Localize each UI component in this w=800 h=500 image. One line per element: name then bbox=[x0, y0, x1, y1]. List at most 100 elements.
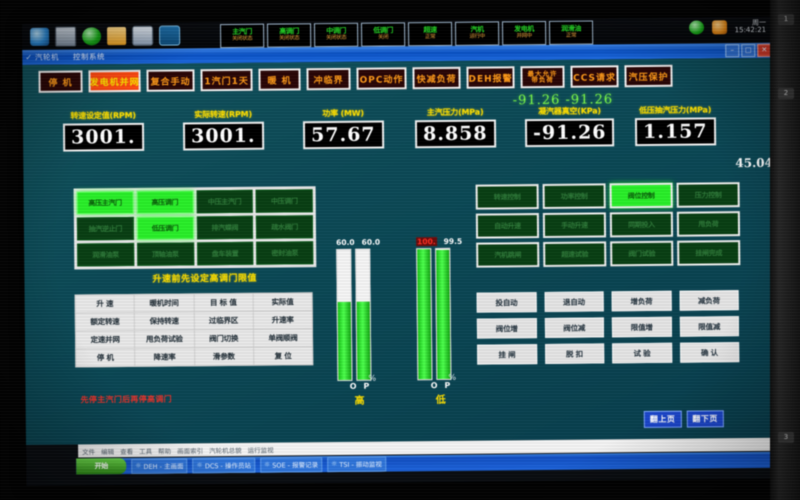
gauge-bar[interactable] bbox=[416, 248, 433, 381]
table-cell[interactable]: 定速并网 bbox=[75, 330, 135, 349]
bezel-button-2[interactable]: 2 bbox=[778, 88, 794, 99]
table-cell[interactable]: 阀门切换 bbox=[194, 329, 253, 348]
menu-item[interactable]: 汽轮机总貌 bbox=[209, 446, 242, 455]
status-led[interactable]: 汽机跳闸 bbox=[476, 242, 540, 268]
table-cell[interactable]: 复 位 bbox=[253, 347, 313, 365]
bezel-button-3[interactable]: 3 bbox=[778, 432, 794, 443]
menu-item[interactable]: 编辑 bbox=[101, 447, 115, 456]
menu-item[interactable]: 文件 bbox=[82, 447, 96, 456]
table-cell[interactable]: 升速率 bbox=[253, 311, 312, 329]
taskbar-item[interactable]: ☼ DCS - 操作员站 bbox=[192, 457, 256, 473]
mode-button[interactable]: DEH报警 bbox=[466, 66, 515, 89]
start-button[interactable]: 开始 bbox=[76, 458, 127, 475]
status-led[interactable]: 同期投入 bbox=[609, 211, 674, 238]
status-tile[interactable]: 汽机 运行中 bbox=[454, 21, 500, 46]
status-tile[interactable]: 中调门 关闭状态 bbox=[314, 22, 359, 48]
table-cell[interactable]: 实际值 bbox=[253, 293, 312, 311]
table-cell[interactable]: 降速率 bbox=[135, 348, 194, 366]
status-led[interactable]: 阀门试验 bbox=[610, 240, 674, 267]
menu-item[interactable]: 查看 bbox=[120, 447, 134, 456]
table-cell[interactable]: 滑参数 bbox=[194, 347, 254, 366]
command-button[interactable]: 投自动 bbox=[476, 292, 537, 313]
mode-button[interactable]: 汽压保护 bbox=[624, 64, 673, 88]
gauge-bar[interactable] bbox=[336, 248, 353, 381]
globe-icon[interactable] bbox=[30, 27, 50, 46]
mode-button[interactable]: OPC动作 bbox=[356, 67, 407, 90]
page-nav-button[interactable]: 翻上页 bbox=[643, 410, 682, 429]
mode-button[interactable]: 冲临界 bbox=[306, 67, 351, 91]
table-cell[interactable]: 暖机时间 bbox=[134, 294, 194, 312]
mode-button[interactable]: 最大允许 带负荷 bbox=[520, 65, 565, 89]
picture-icon[interactable] bbox=[132, 25, 154, 46]
minimize-icon[interactable]: – bbox=[725, 44, 740, 58]
tray-orange-icon[interactable] bbox=[711, 20, 727, 35]
command-button[interactable]: 限值增 bbox=[611, 316, 672, 338]
table-cell[interactable]: 目 标 值 bbox=[194, 293, 253, 312]
status-led[interactable]: 密封油泵 bbox=[256, 241, 314, 265]
mode-button[interactable]: CCS请求 bbox=[570, 65, 619, 88]
table-cell[interactable]: 保持转速 bbox=[135, 312, 194, 330]
status-led[interactable]: 中压调门 bbox=[255, 189, 313, 213]
status-led[interactable]: 顶轴油泵 bbox=[136, 242, 194, 266]
table-cell[interactable]: 甩负荷试验 bbox=[135, 330, 194, 348]
status-led[interactable]: 抽汽逆止门 bbox=[76, 216, 134, 241]
mode-button[interactable]: 停 机 bbox=[38, 70, 83, 93]
status-tile[interactable]: 高调门 关闭状态 bbox=[267, 23, 312, 48]
status-led[interactable]: 挂闸完成 bbox=[677, 240, 741, 266]
status-led[interactable]: 中压主汽门 bbox=[196, 189, 254, 214]
database-icon[interactable] bbox=[159, 25, 181, 46]
green-circle-icon[interactable] bbox=[82, 27, 102, 46]
status-led[interactable]: 功率控制 bbox=[542, 183, 606, 210]
mode-button[interactable]: 发电机并网 bbox=[88, 69, 141, 93]
status-led[interactable]: 高压主汽门 bbox=[76, 190, 134, 215]
command-button[interactable]: 阀位增 bbox=[476, 318, 537, 339]
status-tile[interactable]: 低调门 关闭 bbox=[361, 22, 406, 47]
status-led[interactable]: 盘车装置 bbox=[196, 241, 254, 266]
status-led[interactable]: 阀位控制 bbox=[609, 182, 673, 209]
command-button[interactable]: 脱 扣 bbox=[544, 343, 605, 364]
mode-button[interactable]: 快减负荷 bbox=[412, 66, 461, 90]
mode-button[interactable]: 复合手动 bbox=[146, 69, 195, 92]
status-led[interactable]: 自动升速 bbox=[475, 213, 540, 239]
status-led[interactable]: 转速控制 bbox=[475, 184, 539, 210]
gauge-bar[interactable] bbox=[435, 247, 452, 381]
tray-green-icon[interactable] bbox=[688, 20, 704, 35]
command-button[interactable]: 减负荷 bbox=[679, 290, 739, 311]
command-button[interactable]: 增负荷 bbox=[611, 290, 672, 312]
table-cell[interactable]: 过临界区 bbox=[194, 311, 253, 330]
status-led[interactable]: 排汽蝶阀 bbox=[196, 215, 254, 240]
status-tile[interactable]: 润滑油 正常 bbox=[548, 20, 594, 45]
status-tile[interactable]: 主汽门 关闭状态 bbox=[220, 23, 265, 49]
status-led[interactable]: 低压调门 bbox=[136, 216, 194, 240]
menu-item[interactable]: 运行监视 bbox=[247, 446, 274, 455]
status-led[interactable]: 润滑油泵 bbox=[77, 242, 135, 267]
status-tile[interactable]: 发电机 并网中 bbox=[501, 20, 547, 46]
mode-button[interactable]: 暖 机 bbox=[258, 68, 301, 91]
command-button[interactable]: 退自动 bbox=[544, 291, 604, 312]
status-led[interactable]: 压力控制 bbox=[676, 182, 740, 208]
menu-item[interactable]: 工具 bbox=[139, 447, 153, 456]
table-cell[interactable]: 升 速 bbox=[75, 294, 135, 313]
status-led[interactable]: 超速试验 bbox=[543, 241, 607, 268]
taskbar-item[interactable]: ☼ TSI - 振动监视 bbox=[326, 456, 386, 472]
page-nav-button[interactable]: 翻下页 bbox=[686, 410, 724, 428]
table-cell[interactable]: 额定转速 bbox=[75, 312, 135, 331]
taskbar-item[interactable]: ☼ DEH - 主画面 bbox=[131, 457, 188, 474]
menu-item[interactable]: 画面索引 bbox=[177, 446, 204, 456]
bezel-button-1[interactable]: 1 bbox=[778, 14, 794, 25]
table-cell[interactable]: 单阀顺阀 bbox=[253, 329, 313, 347]
command-button[interactable]: 阀位减 bbox=[544, 317, 605, 338]
maximize-icon[interactable]: □ bbox=[741, 43, 756, 58]
monitor-icon[interactable] bbox=[55, 26, 77, 47]
command-button[interactable]: 限值减 bbox=[679, 316, 740, 337]
status-tile[interactable]: 超速 正常 bbox=[408, 21, 453, 47]
status-led[interactable]: 手动升速 bbox=[542, 212, 607, 239]
menu-item[interactable]: 帮助 bbox=[158, 447, 172, 456]
command-button[interactable]: 确 认 bbox=[679, 342, 740, 363]
command-button[interactable]: 试 验 bbox=[612, 342, 672, 364]
gauge-bar[interactable] bbox=[355, 248, 372, 381]
table-cell[interactable]: 停 机 bbox=[76, 348, 135, 367]
status-led[interactable]: 疏水阀门 bbox=[256, 215, 314, 239]
command-button[interactable]: 挂 闸 bbox=[477, 344, 537, 365]
taskbar-item[interactable]: ☼ SOE - 报警记录 bbox=[259, 456, 323, 473]
